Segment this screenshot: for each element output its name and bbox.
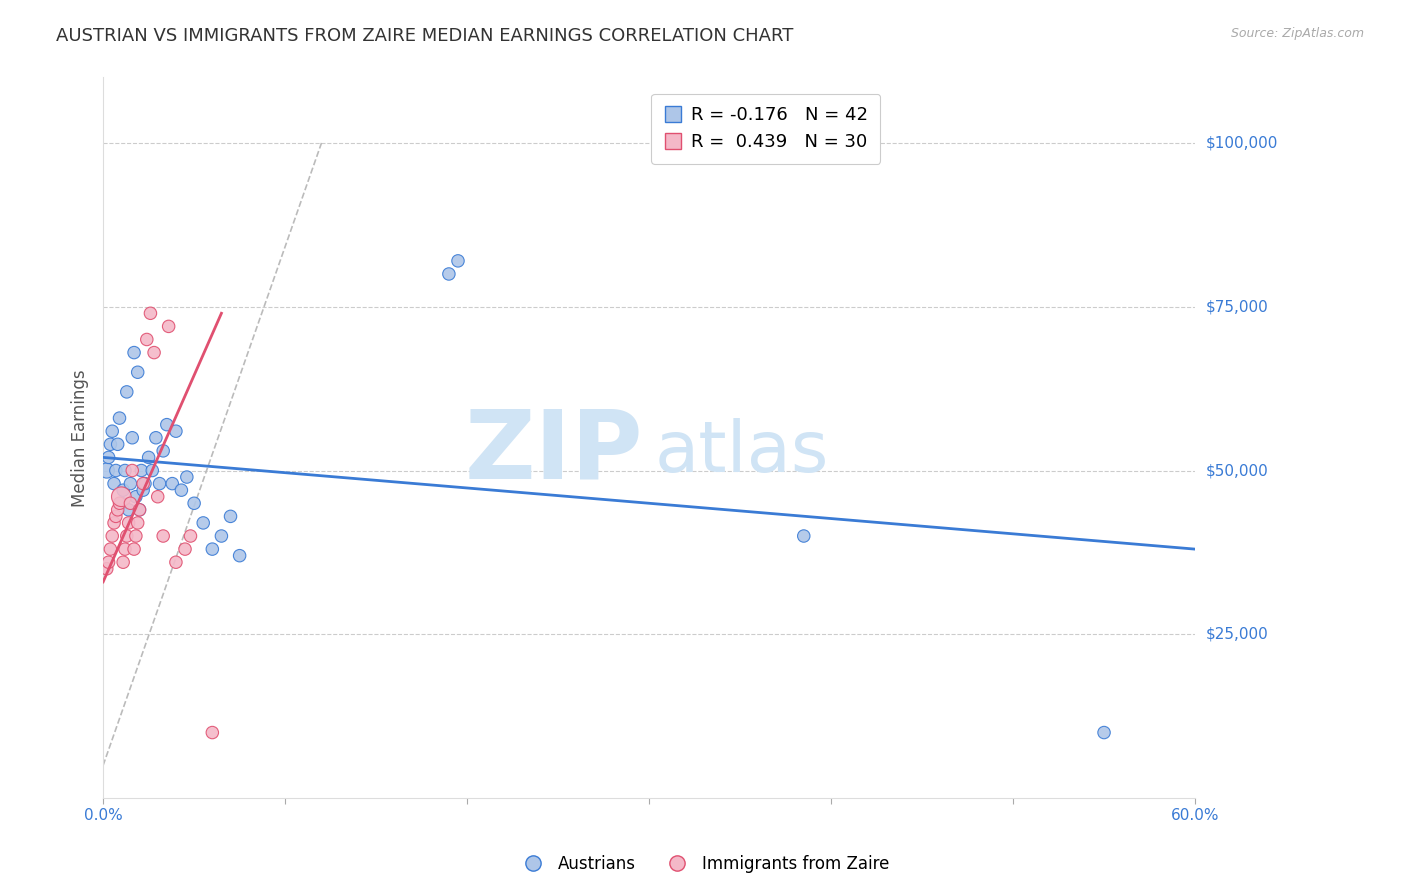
- Point: [132, 476, 155, 491]
- Point: [121, 431, 143, 445]
- Point: [162, 476, 184, 491]
- Point: [156, 417, 179, 432]
- Point: [107, 503, 129, 517]
- Point: [131, 463, 153, 477]
- Point: [128, 503, 150, 517]
- Point: [201, 725, 224, 739]
- Point: [128, 503, 150, 517]
- Text: ZIP: ZIP: [465, 406, 644, 499]
- Point: [143, 345, 166, 359]
- Point: [135, 333, 157, 347]
- Point: [134, 476, 156, 491]
- Point: [110, 496, 132, 510]
- Point: [115, 384, 138, 399]
- Point: [103, 476, 125, 491]
- Point: [228, 549, 250, 563]
- Point: [127, 516, 149, 530]
- Point: [183, 496, 205, 510]
- Point: [114, 542, 136, 557]
- Legend: Austrians, Immigrants from Zaire: Austrians, Immigrants from Zaire: [509, 848, 897, 880]
- Text: AUSTRIAN VS IMMIGRANTS FROM ZAIRE MEDIAN EARNINGS CORRELATION CHART: AUSTRIAN VS IMMIGRANTS FROM ZAIRE MEDIAN…: [56, 27, 793, 45]
- Point: [112, 555, 135, 569]
- Text: $50,000: $50,000: [1206, 463, 1268, 478]
- Point: [219, 509, 242, 524]
- Point: [170, 483, 193, 498]
- Point: [447, 253, 470, 268]
- Point: [112, 483, 135, 498]
- Y-axis label: Median Earnings: Median Earnings: [72, 369, 89, 507]
- Point: [120, 496, 142, 510]
- Point: [174, 542, 197, 557]
- Point: [152, 443, 174, 458]
- Point: [103, 516, 125, 530]
- Point: [127, 365, 149, 379]
- Point: [1092, 725, 1115, 739]
- Point: [100, 437, 122, 451]
- Point: [179, 529, 201, 543]
- Point: [132, 483, 155, 498]
- Point: [104, 463, 127, 477]
- Point: [193, 516, 215, 530]
- Legend: R = -0.176   N = 42, R =  0.439   N = 30: R = -0.176 N = 42, R = 0.439 N = 30: [651, 94, 880, 164]
- Point: [115, 529, 138, 543]
- Point: [165, 424, 187, 438]
- Text: $75,000: $75,000: [1206, 299, 1268, 314]
- Point: [108, 411, 131, 425]
- Point: [145, 431, 167, 445]
- Point: [138, 450, 160, 465]
- Point: [117, 516, 139, 530]
- Point: [96, 463, 118, 477]
- Point: [201, 542, 224, 557]
- Point: [100, 542, 122, 557]
- Point: [117, 503, 139, 517]
- Point: [104, 509, 127, 524]
- Point: [125, 490, 148, 504]
- Point: [97, 450, 120, 465]
- Point: [152, 529, 174, 543]
- Point: [101, 529, 124, 543]
- Point: [96, 562, 118, 576]
- Point: [146, 490, 169, 504]
- Text: $25,000: $25,000: [1206, 627, 1268, 641]
- Text: $100,000: $100,000: [1206, 136, 1278, 151]
- Point: [793, 529, 815, 543]
- Point: [121, 463, 143, 477]
- Text: atlas: atlas: [655, 417, 830, 487]
- Point: [157, 319, 180, 334]
- Point: [120, 476, 142, 491]
- Point: [97, 555, 120, 569]
- Point: [148, 476, 170, 491]
- Point: [101, 424, 124, 438]
- Point: [141, 463, 163, 477]
- Point: [122, 542, 145, 557]
- Point: [107, 437, 129, 451]
- Point: [139, 306, 162, 320]
- Point: [108, 496, 131, 510]
- Point: [122, 345, 145, 359]
- Point: [209, 529, 232, 543]
- Point: [114, 463, 136, 477]
- Text: Source: ZipAtlas.com: Source: ZipAtlas.com: [1230, 27, 1364, 40]
- Point: [176, 470, 198, 484]
- Point: [437, 267, 460, 281]
- Point: [110, 490, 132, 504]
- Point: [125, 529, 148, 543]
- Point: [165, 555, 187, 569]
